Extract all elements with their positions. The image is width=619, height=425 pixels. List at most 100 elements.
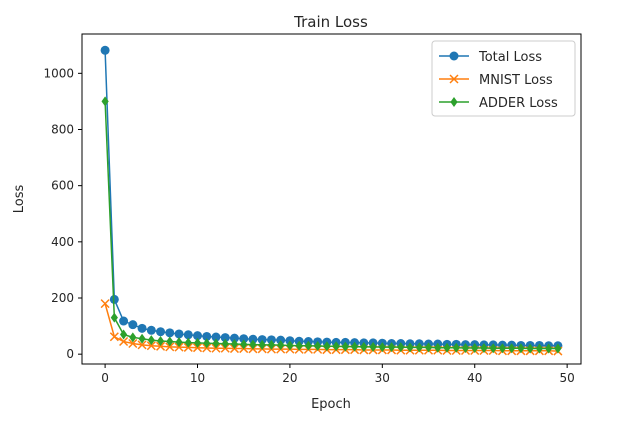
data-point: [109, 332, 119, 342]
data-point: [109, 294, 119, 304]
data-point: [184, 337, 192, 348]
data-point: [545, 343, 553, 354]
legend: Total Loss MNIST Loss ADDER Loss: [431, 40, 576, 117]
x-axis: 0 10 20 30 40 50: [101, 364, 575, 385]
y-tick-label: 0: [66, 347, 74, 361]
data-point: [332, 341, 340, 352]
data-point: [498, 343, 507, 354]
y-tick-label: 1000: [43, 66, 74, 80]
data-point: [212, 338, 220, 349]
legend-box: [431, 40, 576, 117]
data-point: [443, 342, 451, 353]
y-axis: 0 200 400 600 800 1000: [43, 66, 82, 361]
data-point: [323, 341, 331, 352]
data-point: [128, 338, 138, 349]
data-point: [165, 328, 175, 338]
data-point: [156, 335, 165, 346]
plot-frame: [81, 33, 582, 365]
data-point: [406, 342, 414, 353]
legend-marker: [449, 51, 459, 61]
data-point: [146, 325, 156, 335]
data-point: [535, 343, 544, 354]
data-point: [434, 342, 442, 353]
data-point: [257, 335, 267, 345]
plot-area: [100, 45, 563, 356]
data-point: [554, 343, 562, 354]
y-tick-label: 800: [51, 122, 74, 136]
data-point: [166, 336, 174, 347]
data-point: [286, 340, 294, 351]
data-point: [230, 339, 239, 350]
data-point: [156, 341, 166, 351]
data-point: [183, 330, 193, 340]
data-point: [193, 337, 202, 348]
data-point: [258, 339, 266, 350]
x-tick-label: 50: [559, 371, 574, 385]
data-point: [489, 343, 497, 354]
x-tick-label: 0: [101, 371, 109, 385]
data-point: [174, 329, 184, 339]
data-point: [165, 342, 175, 352]
data-point: [100, 299, 110, 309]
data-point: [276, 335, 286, 345]
legend-label: Total Loss: [478, 50, 542, 65]
y-tick-label: 200: [51, 291, 74, 305]
data-point: [415, 342, 423, 353]
legend-item: Total Loss: [439, 50, 542, 65]
data-point: [229, 333, 239, 343]
data-point: [249, 339, 257, 350]
data-point: [239, 334, 249, 344]
data-point: [397, 342, 405, 353]
series-line: [104, 101, 558, 350]
data-point: [110, 312, 118, 323]
data-point: [220, 333, 230, 343]
data-point: [128, 320, 138, 330]
data-point: [378, 342, 386, 353]
x-tick-label: 30: [375, 371, 390, 385]
data-point: [304, 340, 312, 351]
data-point: [526, 343, 534, 354]
data-point: [101, 96, 109, 107]
y-tick-label: 400: [51, 235, 74, 249]
data-point: [387, 342, 396, 353]
legend-marker: [450, 97, 458, 107]
data-point: [341, 341, 349, 352]
legend-item: MNIST Loss: [439, 73, 553, 88]
data-point: [221, 338, 229, 349]
chart-title: Train Loss: [293, 13, 368, 31]
data-point: [203, 338, 211, 349]
data-point: [266, 335, 276, 345]
data-point: [146, 341, 156, 351]
data-point: [119, 337, 129, 347]
data-point: [517, 343, 525, 354]
legend-marker: [449, 74, 459, 84]
data-point: [137, 323, 147, 333]
data-point: [119, 329, 128, 340]
y-axis-title: Loss: [12, 185, 27, 214]
data-point: [119, 316, 129, 326]
data-point: [248, 334, 258, 344]
data-point: [137, 340, 147, 350]
data-point: [267, 339, 276, 350]
data-point: [508, 343, 516, 354]
data-point: [211, 332, 221, 342]
data-point: [471, 342, 479, 353]
legend-item: ADDER Loss: [439, 96, 558, 111]
data-point: [156, 327, 166, 337]
data-point: [295, 340, 303, 351]
data-point: [369, 341, 377, 352]
series-adder-loss: [101, 96, 562, 354]
data-point: [461, 342, 470, 353]
x-tick-label: 20: [282, 371, 297, 385]
y-tick-label: 600: [51, 179, 74, 193]
data-point: [175, 337, 183, 348]
data-point: [277, 340, 285, 351]
data-point: [351, 341, 359, 352]
data-point: [147, 335, 155, 346]
legend-label: ADDER Loss: [479, 96, 558, 111]
data-point: [480, 342, 488, 353]
data-point: [193, 331, 203, 341]
data-point: [314, 341, 322, 352]
data-point: [202, 331, 212, 341]
